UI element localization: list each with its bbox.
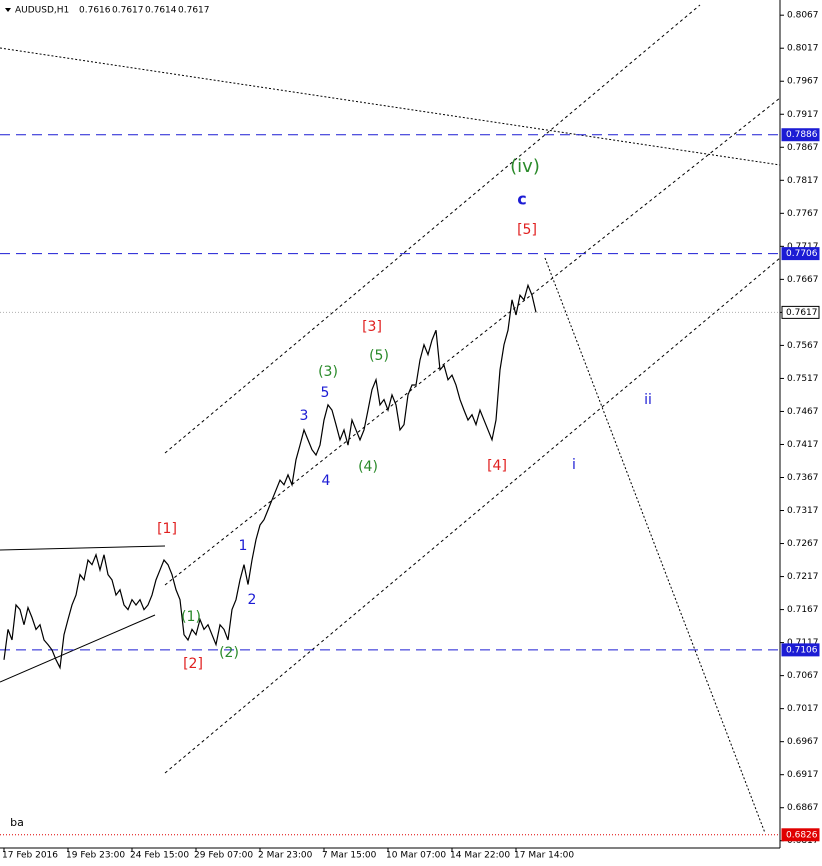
y-tick-label: 0.7317 — [787, 506, 819, 516]
y-tick-label: 0.7217 — [787, 572, 819, 582]
wave-label: ii — [644, 392, 652, 408]
wave-label: i — [572, 457, 576, 473]
x-tick-label: 2 Mar 23:00 — [258, 851, 313, 861]
price-line — [3, 283, 537, 670]
wave-label: [4] — [487, 458, 507, 474]
channel-line — [164, 257, 781, 774]
y-tick-label: 0.7667 — [787, 275, 819, 285]
price-level-label: 0.7617 — [786, 308, 818, 318]
trend-line — [0, 47, 781, 166]
wave-label: 2 — [248, 592, 257, 608]
x-tick-label: 14 Mar 22:00 — [450, 851, 510, 861]
y-tick-label: 0.7917 — [787, 110, 819, 120]
y-tick-label: 0.8067 — [787, 11, 819, 21]
price-level-label: 0.7706 — [786, 249, 818, 259]
y-tick-label: 0.7717 — [787, 242, 819, 252]
symbol: AUDUSD,H1 — [15, 6, 69, 16]
y-tick-label: 0.8017 — [787, 44, 819, 54]
channel-line — [164, 97, 781, 586]
wave-label: (1) — [181, 609, 201, 625]
trend-lines — [0, 4, 781, 834]
high: 0.7617 — [112, 6, 144, 16]
y-tick-label: 0.7417 — [787, 440, 819, 450]
wave-label: [5] — [517, 222, 537, 238]
x-tick-label: 17 Feb 2016 — [2, 851, 58, 861]
x-tick-label: 19 Feb 23:00 — [66, 851, 125, 861]
dropdown-icon — [5, 8, 11, 12]
y-tick-label: 0.7067 — [787, 671, 819, 681]
wave-label: 1 — [239, 538, 248, 554]
triangle-line — [0, 614, 156, 683]
y-tick-label: 0.7767 — [787, 209, 819, 219]
y-tick-label: 0.6867 — [787, 803, 819, 813]
x-tick-label: 24 Feb 15:00 — [130, 851, 189, 861]
y-tick-label: 0.7817 — [787, 176, 819, 186]
wave-label: (5) — [369, 348, 389, 364]
open: 0.7616 — [79, 6, 111, 16]
y-tick-label: 0.7017 — [787, 704, 819, 714]
wave-label: (4) — [358, 459, 378, 475]
wave-label: (iv) — [510, 156, 540, 177]
wave-label: ba — [10, 816, 24, 829]
channel-line — [164, 4, 701, 454]
wave-label: [2] — [183, 656, 203, 672]
header: AUDUSD,H1 0.7616 0.7617 0.7614 0.7617 — [5, 6, 210, 16]
price-level-tag — [781, 643, 820, 657]
y-tick-label: 0.7367 — [787, 473, 819, 483]
price-level-tag — [781, 305, 820, 319]
wave-label: 3 — [300, 408, 309, 424]
x-tick-label: 10 Mar 07:00 — [386, 851, 446, 861]
y-tick-label: 0.6917 — [787, 770, 819, 780]
price-level-tag — [781, 828, 820, 842]
y-tick-label: 0.7117 — [787, 638, 819, 648]
y-tick-label: 0.7267 — [787, 539, 819, 549]
y-tick-label: 0.7867 — [787, 143, 819, 153]
x-tick-label: 17 Mar 14:00 — [514, 851, 574, 861]
low: 0.7614 — [145, 6, 177, 16]
wave-label: (3) — [318, 364, 338, 380]
x-tick-label: 29 Feb 07:00 — [194, 851, 253, 861]
wave-label: [1] — [157, 521, 177, 537]
y-tick-label: 0.6967 — [787, 737, 819, 747]
wave-label: 5 — [321, 385, 330, 401]
wave-label: [3] — [362, 319, 382, 335]
price-level-tag — [781, 247, 820, 261]
projection-line — [544, 257, 766, 834]
wave-label: c — [517, 190, 526, 209]
y-tick-label: 0.7967 — [787, 77, 819, 87]
close: 0.7617 — [178, 6, 210, 16]
price-level-label: 0.7106 — [786, 645, 818, 655]
triangle-line — [0, 545, 166, 551]
y-tick-label: 0.7517 — [787, 374, 819, 384]
wave-label: 4 — [322, 473, 331, 489]
y-tick-label: 0.7167 — [787, 605, 819, 615]
y-tick-label: 0.7567 — [787, 341, 819, 351]
wave-label: (2) — [219, 645, 239, 661]
price-level-tag — [781, 128, 820, 142]
y-tick-label: 0.7467 — [787, 407, 819, 417]
x-tick-label: 7 Mar 15:00 — [322, 851, 377, 861]
price-level-label: 0.7886 — [786, 130, 818, 140]
price-level-label: 0.6826 — [786, 830, 818, 840]
